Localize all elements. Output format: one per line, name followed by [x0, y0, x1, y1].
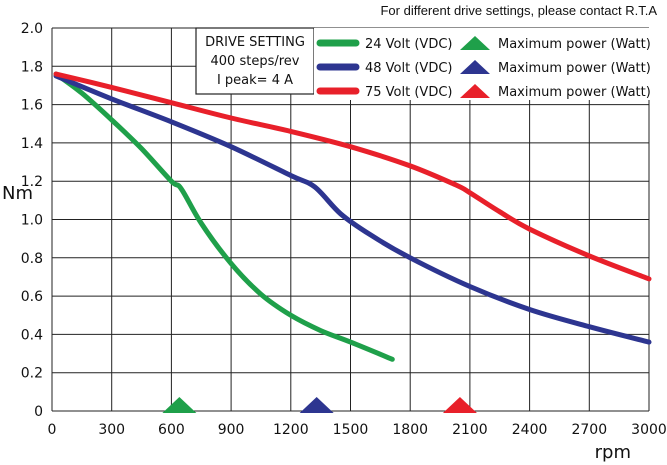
- x-tick-label: 1500: [333, 422, 369, 438]
- x-tick-label: 2400: [512, 422, 548, 438]
- y-tick-label: 0: [34, 404, 43, 420]
- x-tick-label: 1200: [273, 422, 309, 438]
- series-24v-line: [53, 71, 395, 362]
- legend-background: [314, 28, 654, 100]
- series-75v-line: [53, 71, 652, 282]
- y-tick-label: 2.0: [21, 21, 43, 37]
- legend-48v-label: 48 Volt (VDC): [365, 61, 452, 76]
- legend-75v-power-triangle: [460, 84, 490, 98]
- power-marker-24v: [162, 397, 197, 413]
- x-tick-label: 900: [218, 422, 245, 438]
- x-tick-label: 600: [158, 422, 185, 438]
- x-tick-label: 2700: [571, 422, 607, 438]
- x-axis-label: rpm: [595, 442, 631, 463]
- legend: 24 Volt (VDC) Maximum power (Watt) 48 Vo…: [314, 28, 654, 100]
- series-layer: [53, 71, 652, 362]
- drive-setting-current: I peak= 4 A: [217, 73, 293, 88]
- legend-24v-power-triangle: [460, 36, 490, 50]
- x-tick-label: 3000: [631, 422, 667, 438]
- drive-setting-title: DRIVE SETTING: [205, 35, 305, 50]
- y-tick-label: 0.2: [21, 366, 43, 382]
- y-tick-label: 0.8: [21, 251, 43, 267]
- legend-24v-label: 24 Volt (VDC): [365, 37, 452, 52]
- x-tick-label: 0: [48, 422, 57, 438]
- power-marker-75v: [442, 397, 477, 413]
- tick-labels: 0 300 600 900 1200 1500 1800 2100 2400 2700 3000 0 0…: [21, 21, 667, 438]
- legend-48v-power-triangle: [460, 60, 490, 74]
- x-tick-label: 1800: [392, 422, 428, 438]
- legend-48v-power-label: Maximum power (Watt): [498, 61, 651, 76]
- y-tick-label: 1.4: [21, 136, 43, 152]
- legend-24v-power-label: Maximum power (Watt): [498, 37, 651, 52]
- y-tick-label: 1.2: [21, 174, 43, 190]
- x-tick-label: 2100: [452, 422, 488, 438]
- x-tick-label: 300: [98, 422, 125, 438]
- marker-layer: [162, 397, 477, 413]
- y-axis-label: Nm: [2, 183, 33, 204]
- legend-75v-power-label: Maximum power (Watt): [498, 85, 651, 100]
- drive-setting-steps: 400 steps/rev: [211, 54, 300, 69]
- y-tick-label: 0.6: [21, 289, 43, 305]
- y-tick-label: 1.0: [21, 213, 43, 229]
- power-marker-48v: [299, 397, 334, 413]
- series-48v-line: [53, 73, 652, 345]
- chart-title: For different drive settings, please con…: [380, 3, 657, 18]
- y-tick-label: 0.4: [21, 327, 43, 343]
- legend-75v-label: 75 Volt (VDC): [365, 85, 452, 100]
- y-tick-label: 1.8: [21, 59, 43, 75]
- drive-setting-frame: [195, 27, 315, 95]
- drive-setting-box: DRIVE SETTING 400 steps/rev I peak= 4 A: [195, 27, 315, 95]
- y-tick-label: 1.6: [21, 98, 43, 114]
